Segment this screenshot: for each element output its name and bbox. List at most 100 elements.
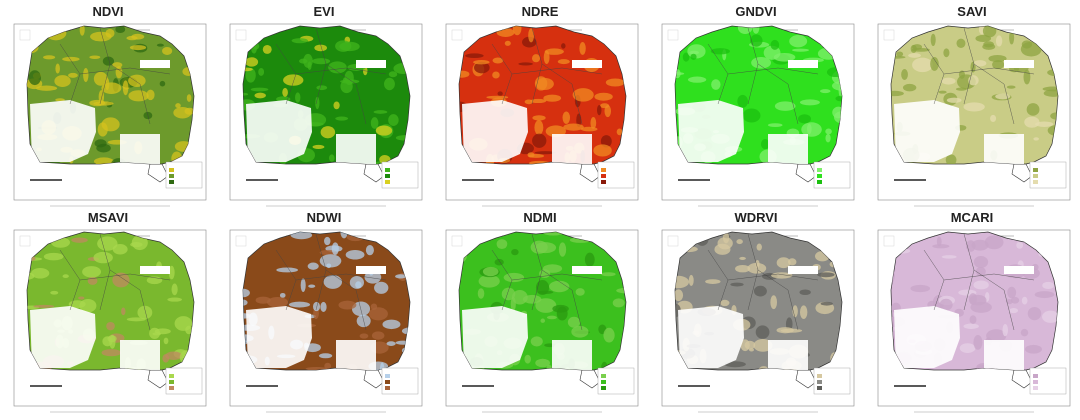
patch — [128, 90, 149, 102]
patch — [968, 75, 979, 86]
patch — [930, 57, 939, 71]
patch — [154, 328, 171, 335]
patch — [740, 339, 750, 352]
patch — [126, 317, 146, 322]
panel-title: MSAVI — [88, 210, 128, 225]
no-data-area — [30, 306, 96, 368]
no-data-area — [894, 306, 960, 368]
legend-swatch — [169, 168, 174, 172]
panel-title: SAVI — [957, 4, 986, 19]
no-data-area — [336, 134, 376, 164]
patch — [501, 287, 516, 301]
map-panel: NDVI — [13, 4, 207, 207]
patch — [835, 95, 842, 102]
legend-swatch — [601, 174, 606, 178]
patch — [561, 43, 566, 49]
patch — [388, 114, 399, 127]
map-panel: MCARI — [877, 210, 1071, 413]
patch — [1033, 137, 1039, 141]
patch — [945, 154, 957, 164]
patch — [534, 242, 557, 254]
patch — [941, 255, 957, 259]
legend-swatch — [169, 174, 174, 178]
patch — [747, 262, 767, 274]
no-data-area — [984, 134, 1024, 164]
no-data-area — [788, 60, 818, 68]
patch — [323, 274, 343, 289]
patch — [604, 105, 612, 118]
patch — [806, 123, 812, 135]
legend-swatch — [601, 380, 606, 384]
patch — [995, 93, 1011, 100]
patch — [760, 139, 770, 150]
legend-swatch — [1033, 168, 1038, 172]
patch — [1020, 41, 1042, 57]
patch — [101, 349, 121, 357]
patch — [303, 53, 313, 68]
patch — [755, 325, 770, 339]
legend-swatch — [817, 168, 822, 172]
patch — [959, 343, 976, 353]
patch — [557, 59, 570, 65]
patch — [370, 117, 379, 129]
texture — [459, 26, 626, 164]
patch — [955, 87, 967, 91]
patch — [546, 315, 557, 320]
patch — [345, 249, 365, 260]
patch — [512, 26, 522, 36]
patch — [973, 256, 989, 268]
patch — [335, 116, 349, 121]
patch — [1042, 310, 1058, 323]
patch — [896, 51, 904, 57]
legend-swatch — [385, 386, 390, 390]
patch — [165, 351, 183, 360]
patch — [486, 95, 509, 99]
patch — [736, 239, 743, 245]
patch — [603, 327, 615, 343]
boundary-lines — [59, 27, 171, 125]
texture — [459, 232, 626, 370]
patch — [579, 42, 586, 55]
patch — [355, 281, 362, 289]
patch — [122, 80, 129, 96]
patch — [770, 39, 780, 50]
no-data-area — [140, 266, 170, 274]
patch — [524, 99, 534, 105]
patch — [324, 236, 331, 246]
boundary-lines — [923, 233, 1035, 331]
patch — [243, 288, 250, 298]
patch — [497, 91, 503, 96]
patch — [494, 258, 504, 266]
patch — [787, 258, 797, 266]
patch — [799, 305, 808, 320]
patch — [616, 128, 623, 136]
patch — [93, 251, 113, 264]
no-data-area — [30, 100, 96, 162]
patch — [50, 290, 59, 295]
patch — [912, 44, 923, 50]
panel-title: GNDVI — [735, 4, 776, 19]
patch — [535, 358, 551, 368]
patch — [532, 133, 547, 148]
no-data-area — [678, 100, 744, 162]
patch — [932, 244, 950, 249]
patch — [537, 290, 554, 294]
patch — [973, 280, 989, 290]
patch — [243, 92, 249, 96]
patch — [68, 300, 86, 309]
patch — [753, 285, 767, 297]
legend-swatch — [1033, 374, 1038, 378]
patch — [255, 296, 271, 304]
no-data-area — [356, 60, 386, 68]
legend-swatch — [817, 374, 822, 378]
patch — [175, 103, 181, 109]
patch — [753, 338, 773, 352]
patch — [549, 280, 570, 293]
patch — [300, 278, 306, 293]
patch — [1016, 241, 1024, 249]
boundary-lines — [275, 233, 387, 331]
patch — [401, 327, 410, 335]
patch — [522, 294, 542, 304]
patch — [590, 117, 597, 129]
